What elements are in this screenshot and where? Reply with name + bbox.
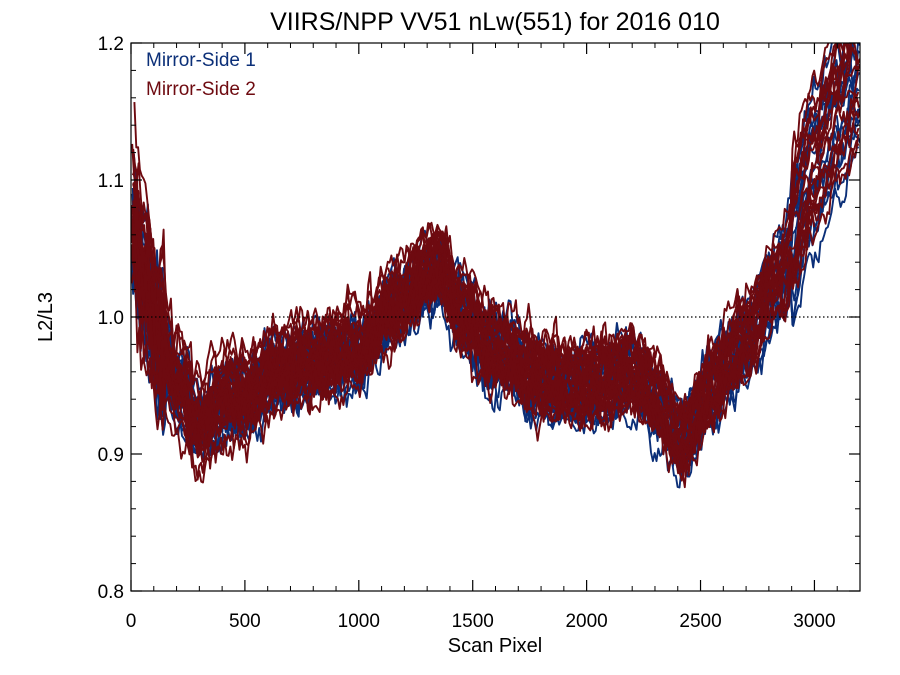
y-axis-label: L2/L3 (35, 292, 57, 342)
x-tick-label: 2000 (565, 611, 607, 632)
series-line (134, 146, 860, 480)
x-tick-label: 1000 (338, 611, 380, 632)
y-tick-label: 1.1 (98, 171, 124, 192)
axis-ticks: 0 500 1000 1500 2000 2500 3000 0.8 0.9 1.0 1.1 1.2 (98, 34, 861, 632)
y-tick-label: 1.2 (98, 34, 124, 55)
plot-area: 0 500 1000 1500 2000 2500 3000 0.8 0.9 1.0 1.1 1.2 (98, 34, 861, 632)
series-line (131, 245, 793, 484)
legend-entry-mirror-side-2: Mirror-Side 2 (146, 79, 256, 100)
y-tick-label: 0.9 (98, 445, 124, 466)
x-tick-label: 1500 (452, 611, 494, 632)
y-tick-label: 0.8 (98, 582, 124, 603)
legend-entry-mirror-side-1: Mirror-Side 1 (146, 50, 256, 71)
series-line (133, 43, 846, 429)
x-tick-label: 2500 (679, 611, 721, 632)
data-curves (131, 43, 860, 489)
x-axis-label: Scan Pixel (448, 635, 543, 657)
x-tick-label: 3000 (793, 611, 835, 632)
series-line (133, 97, 860, 463)
legend: Mirror-Side 1 Mirror-Side 2 (146, 50, 256, 100)
series-line (132, 139, 860, 477)
x-tick-label: 500 (229, 611, 261, 632)
y-tick-label: 1.0 (98, 308, 124, 329)
chart-title: VIIRS/NPP VV51 nLw(551) for 2016 010 (270, 8, 720, 36)
x-tick-label: 0 (126, 611, 137, 632)
series-line (131, 196, 731, 428)
